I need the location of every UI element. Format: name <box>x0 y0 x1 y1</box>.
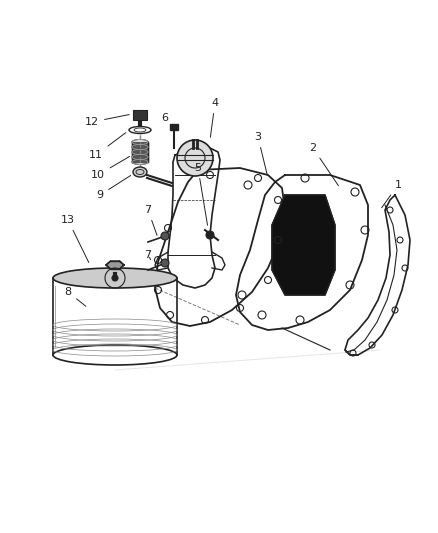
Circle shape <box>112 275 118 281</box>
Text: 11: 11 <box>89 133 126 160</box>
Text: 1: 1 <box>381 180 402 208</box>
Text: 9: 9 <box>96 175 131 200</box>
Text: 8: 8 <box>64 287 86 306</box>
Text: 6: 6 <box>162 113 172 127</box>
Circle shape <box>177 140 213 176</box>
Text: 10: 10 <box>91 156 130 180</box>
Circle shape <box>206 231 214 239</box>
Text: 7: 7 <box>145 205 157 236</box>
Circle shape <box>161 232 169 240</box>
Text: 12: 12 <box>85 115 129 127</box>
Ellipse shape <box>129 126 151 133</box>
Bar <box>170 124 178 130</box>
Text: 4: 4 <box>210 98 219 138</box>
Text: 13: 13 <box>61 215 89 263</box>
Ellipse shape <box>133 167 147 177</box>
Ellipse shape <box>53 345 177 365</box>
Polygon shape <box>272 195 335 295</box>
Ellipse shape <box>53 268 177 288</box>
Text: 3: 3 <box>254 132 267 175</box>
Text: 5: 5 <box>194 163 208 225</box>
Bar <box>133 110 147 120</box>
Polygon shape <box>106 261 124 269</box>
Text: 7: 7 <box>145 250 152 260</box>
Text: 2: 2 <box>309 143 339 185</box>
Circle shape <box>161 259 169 267</box>
Polygon shape <box>132 142 148 162</box>
